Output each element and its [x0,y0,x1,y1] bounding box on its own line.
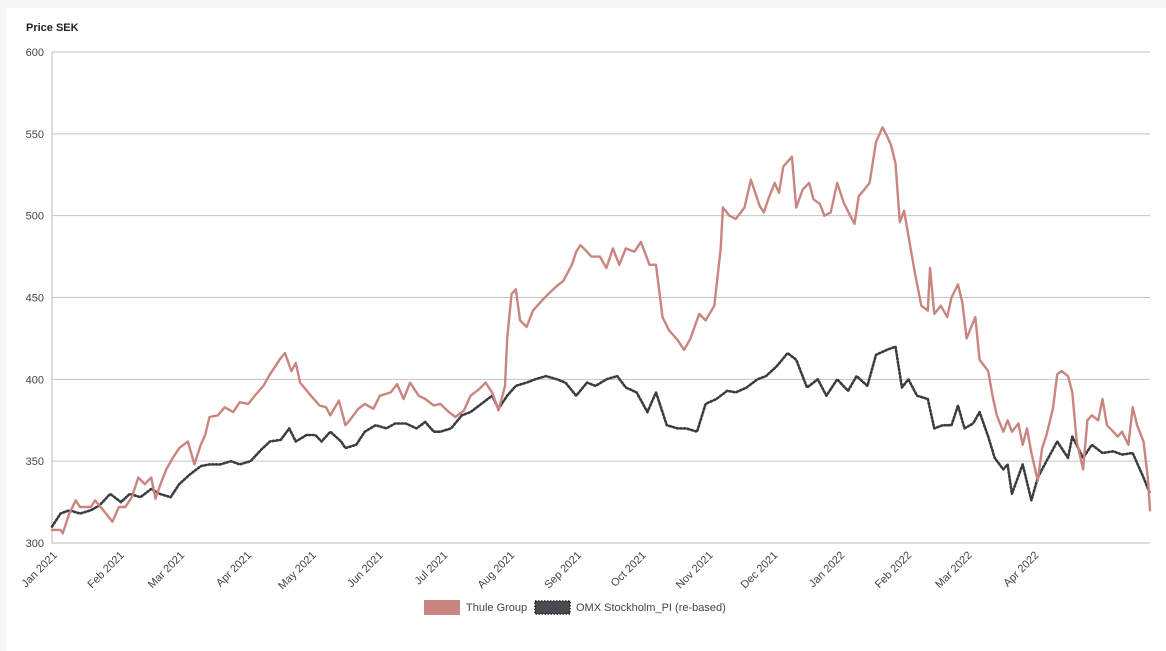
y-tick-label: 300 [26,538,44,550]
legend: Thule Group OMX Stockholm_PI (re-based) [424,600,726,615]
x-tick-label: Oct 2021 [609,549,649,589]
y-axis-title: Price SEK [26,22,79,34]
x-tick-label: Apr 2021 [214,549,254,589]
x-tick-label: Feb 2022 [873,549,914,590]
x-tick-label: Mar 2021 [146,549,187,590]
chart-card: Price SEK 300 350 400 450 500 550 600 Jan 2021… [6,8,1166,651]
gridlines [51,51,1150,544]
x-tick-label: Aug 2021 [475,549,517,591]
y-axis-ticks: 300 350 400 450 500 550 600 [26,47,44,550]
x-tick-label: May 2021 [276,549,319,592]
x-tick-label: Dec 2021 [739,549,781,591]
y-tick-label: 400 [26,374,44,386]
x-axis-ticks: Jan 2021 Feb 2021 Mar 2021 Apr 2021 May 2021… [19,549,1041,592]
series-lines [50,126,1152,535]
y-tick-label: 350 [26,456,44,468]
price-chart: Price SEK 300 350 400 450 500 550 600 Jan 2021… [19,22,1152,615]
legend-label-omx[interactable]: OMX Stockholm_PI (re-based) [576,602,726,614]
y-tick-label: 500 [26,211,44,223]
x-tick-label: Jan 2022 [807,549,847,589]
x-tick-label: Sep 2021 [542,549,584,591]
y-tick-label: 450 [26,293,44,305]
x-tick-label: Apr 2022 [1001,549,1041,589]
x-tick-label: Nov 2021 [674,549,716,591]
legend-label-thule[interactable]: Thule Group [466,602,527,614]
legend-swatch-thule[interactable] [424,600,460,615]
x-tick-label: Mar 2022 [933,549,974,590]
legend-swatch-omx[interactable] [534,600,571,615]
x-tick-label: Feb 2021 [85,549,126,590]
y-tick-label: 600 [26,47,44,59]
y-tick-label: 550 [26,129,44,141]
series-line-omx [50,345,1152,528]
series-line-thule [50,126,1152,535]
x-tick-label: Jul 2021 [413,549,451,587]
x-tick-label: Jun 2021 [345,549,385,589]
x-tick-label: Jan 2021 [19,549,59,589]
